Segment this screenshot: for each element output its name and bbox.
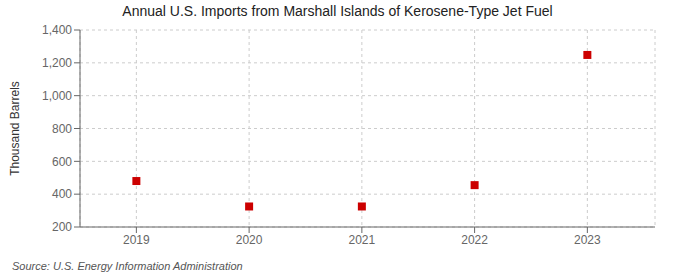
svg-text:1,000: 1,000 (42, 89, 72, 103)
svg-text:800: 800 (52, 122, 72, 136)
svg-text:1,400: 1,400 (42, 23, 72, 37)
svg-text:2020: 2020 (236, 233, 263, 247)
svg-text:2019: 2019 (123, 233, 150, 247)
svg-text:400: 400 (52, 187, 72, 201)
svg-text:2021: 2021 (349, 233, 376, 247)
svg-text:600: 600 (52, 155, 72, 169)
svg-text:2023: 2023 (574, 233, 601, 247)
svg-text:200: 200 (52, 220, 72, 234)
svg-text:1,200: 1,200 (42, 56, 72, 70)
html-text:Source: U.S. Energy Informatio: Source: U.S. Energy Information Administ… (12, 260, 243, 272)
html-text:Annual U.S. Imports from Marsh: Annual U.S. Imports from Marshall Island… (122, 3, 553, 19)
svg-text:2022: 2022 (461, 233, 488, 247)
svg-text:Thousand Barrels: Thousand Barrels (8, 81, 22, 176)
